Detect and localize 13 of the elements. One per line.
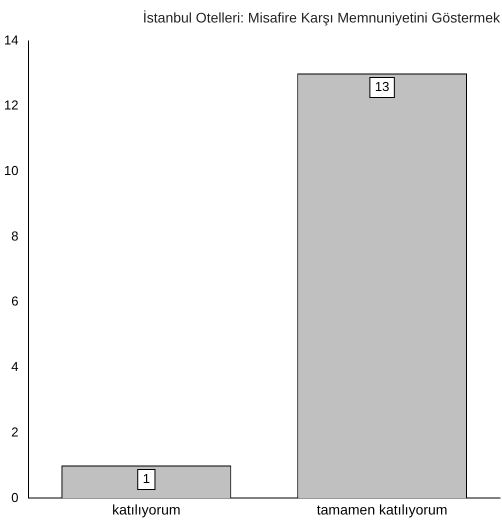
y-tick-label: 8	[11, 228, 18, 244]
y-tick-label: 6	[11, 294, 18, 309]
y-tick-label: 2	[11, 424, 18, 440]
data-label: 1	[142, 471, 150, 486]
y-tick-label: 10	[4, 163, 18, 178]
chart-title: İstanbul Otelleri: Misafire Karşı Memnuniyetini Göstermek	[142, 9, 501, 26]
data-label: 13	[374, 79, 390, 94]
y-tick-label: 12	[4, 98, 18, 113]
x-tick-label: tamamen katılıyorum	[316, 501, 448, 518]
y-tick-label: 0	[11, 490, 18, 505]
y-tick-label: 4	[11, 359, 18, 374]
y-tick-label: 14	[4, 32, 18, 48]
x-tick-label: katılıyorum	[112, 501, 181, 518]
